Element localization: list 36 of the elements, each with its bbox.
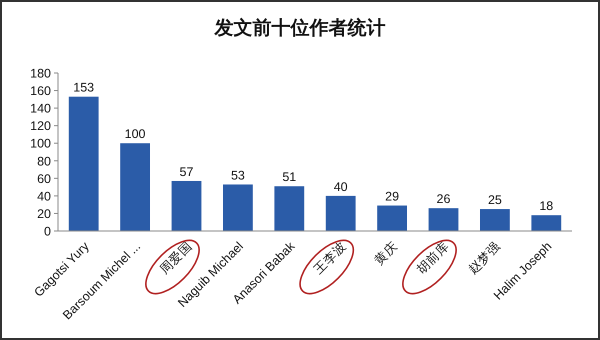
- y-tick-label: 120: [30, 119, 52, 134]
- data-label: 29: [385, 190, 400, 204]
- bar: [531, 215, 562, 231]
- x-tick-label: 黄庆: [372, 239, 400, 268]
- y-tick-label: 40: [37, 189, 52, 204]
- y-tick-label: 60: [37, 172, 52, 186]
- y-tick-label: 180: [30, 66, 52, 80]
- bar: [377, 206, 408, 231]
- data-label: 153: [73, 80, 94, 95]
- data-label: 57: [180, 164, 194, 179]
- x-tick-label: 赵梦强: [466, 239, 504, 277]
- y-tick-label: 140: [30, 102, 52, 116]
- bar: [326, 196, 356, 231]
- data-label: 100: [124, 127, 146, 142]
- x-tick-label: 周爱国: [157, 239, 195, 277]
- data-label: 40: [334, 180, 348, 194]
- data-label: 51: [282, 170, 296, 184]
- bar: [222, 184, 253, 231]
- bar: [480, 209, 510, 231]
- bar: [68, 96, 99, 231]
- data-label: 53: [230, 168, 245, 182]
- bar: [274, 186, 304, 231]
- y-tick-label: 20: [37, 206, 52, 221]
- x-tick-label: 胡前库: [414, 239, 452, 277]
- y-tick-label: 100: [30, 136, 52, 151]
- x-tick-label: 王李波: [311, 239, 349, 277]
- bar: [120, 143, 150, 231]
- y-tick-label: 160: [30, 84, 52, 98]
- chart-title: 发文前十位作者统计: [214, 17, 386, 39]
- bar: [428, 208, 458, 231]
- y-tick-label: 80: [37, 154, 52, 168]
- data-label: 18: [539, 199, 554, 214]
- data-label: 25: [488, 193, 502, 208]
- y-tick-label: 0: [44, 224, 52, 238]
- bar: [172, 180, 202, 231]
- data-label: 26: [436, 192, 450, 206]
